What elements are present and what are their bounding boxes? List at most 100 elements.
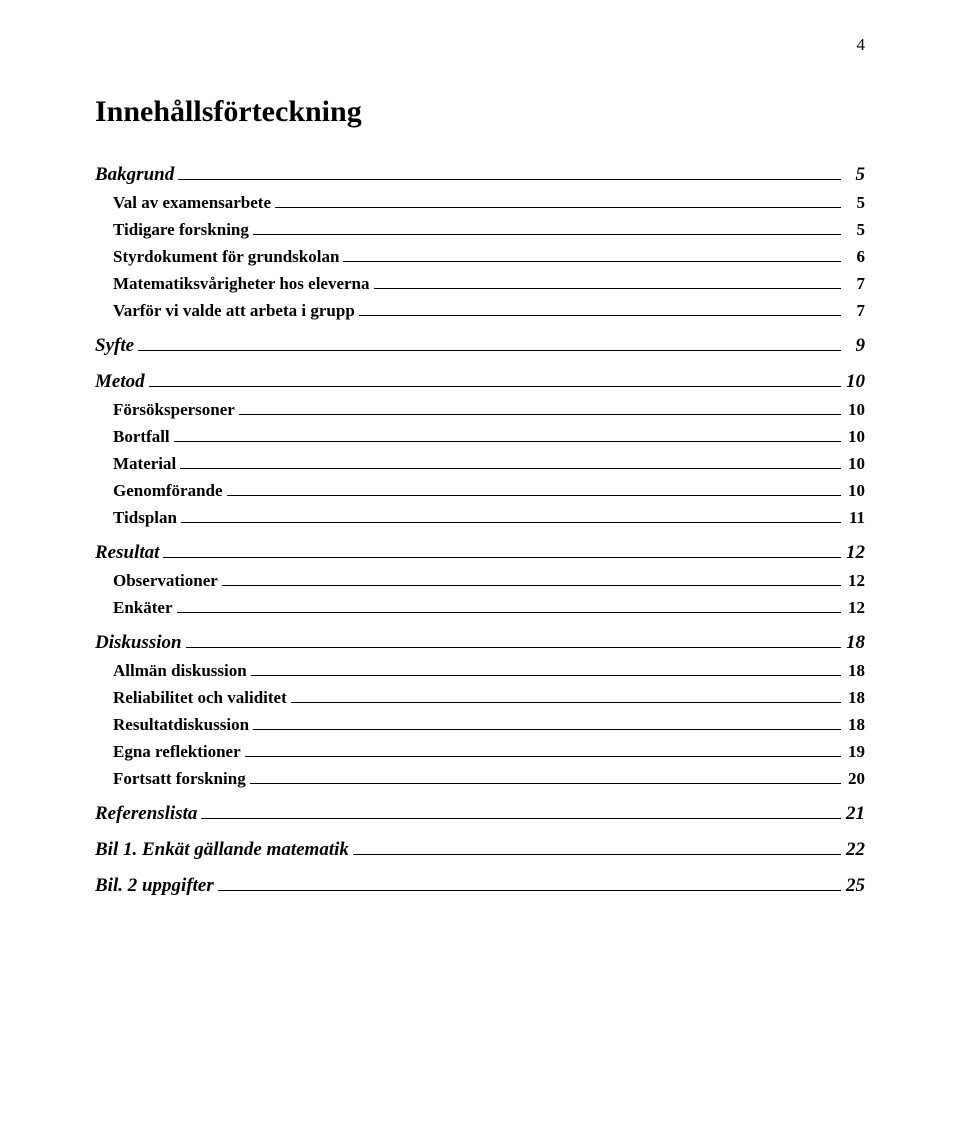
toc-leader-line	[186, 647, 841, 648]
toc-entry-page: 10	[845, 481, 865, 501]
toc-leader-line	[180, 468, 841, 469]
toc-leader-line	[245, 756, 841, 757]
toc-entry-label: Metod	[95, 371, 145, 393]
toc-entry-label: Enkäter	[113, 598, 173, 618]
toc-entry-page: 21	[845, 803, 865, 825]
toc-leader-line	[174, 441, 841, 442]
toc-entry-label: Fortsatt forskning	[113, 769, 246, 789]
toc-entry-page: 5	[845, 193, 865, 213]
toc-leader-line	[222, 585, 841, 586]
toc-entry: Försökspersoner 10	[113, 400, 865, 420]
toc-entry-page: 12	[845, 598, 865, 618]
toc-entry: Tidsplan 11	[113, 508, 865, 528]
table-of-contents: Bakgrund5Val av examensarbete5Tidigare f…	[95, 164, 865, 897]
toc-entry-label: Material	[113, 454, 176, 474]
toc-entry-page: 9	[845, 335, 865, 357]
toc-leader-line	[253, 234, 841, 235]
toc-entry-label: Varför vi valde att arbeta i grupp	[113, 301, 355, 321]
toc-entry: Tidigare forskning 5	[113, 220, 865, 240]
toc-entry-page: 10	[845, 454, 865, 474]
toc-entry-page: 19	[845, 742, 865, 762]
toc-entry: Val av examensarbete 5	[113, 193, 865, 213]
toc-entry-label: Styrdokument för grundskolan	[113, 247, 339, 267]
toc-leader-line	[178, 179, 841, 180]
toc-entry-label: Reliabilitet och validitet	[113, 688, 287, 708]
toc-entry-page: 6	[845, 247, 865, 267]
toc-entry: Fortsatt forskning 20	[113, 769, 865, 789]
toc-leader-line	[251, 675, 841, 676]
toc-entry-page: 11	[845, 508, 865, 528]
toc-entry: Bakgrund 5	[95, 164, 865, 186]
toc-entry: Bil. 2 uppgifter25	[95, 875, 865, 897]
toc-entry: Resultatdiskussion 18	[113, 715, 865, 735]
toc-entry-page: 18	[845, 661, 865, 681]
page-title: Innehållsförteckning	[95, 95, 865, 129]
toc-entry: Bil 1. Enkät gällande matematik 22	[95, 839, 865, 861]
toc-entry-page: 7	[845, 301, 865, 321]
toc-entry-page: 18	[845, 688, 865, 708]
toc-entry-page: 12	[845, 571, 865, 591]
toc-entry: Enkäter 12	[113, 598, 865, 618]
toc-entry-label: Matematiksvårigheter hos eleverna	[113, 274, 370, 294]
toc-leader-line	[201, 818, 841, 819]
toc-entry-label: Genomförande	[113, 481, 223, 501]
toc-entry-label: Diskussion	[95, 632, 182, 654]
toc-entry-label: Egna reflektioner	[113, 742, 241, 762]
toc-leader-line	[253, 729, 841, 730]
toc-entry-page: 10	[845, 371, 865, 393]
toc-entry: Metod 10	[95, 371, 865, 393]
toc-entry-label: Observationer	[113, 571, 218, 591]
toc-leader-line	[181, 522, 841, 523]
toc-entry-label: Referenslista	[95, 803, 197, 825]
toc-entry-page: 20	[845, 769, 865, 789]
toc-entry: Diskussion 18	[95, 632, 865, 654]
toc-entry-page: 18	[845, 715, 865, 735]
toc-entry: Genomförande 10	[113, 481, 865, 501]
toc-entry: Referenslista 21	[95, 803, 865, 825]
toc-entry-page: 18	[845, 632, 865, 654]
toc-leader-line	[227, 495, 841, 496]
toc-entry: Allmän diskussion 18	[113, 661, 865, 681]
toc-entry: Syfte9	[95, 335, 865, 357]
toc-leader-line	[250, 783, 841, 784]
toc-entry-page: 5	[845, 164, 865, 186]
toc-entry: Material 10	[113, 454, 865, 474]
toc-leader-line	[177, 612, 842, 613]
toc-leader-line	[353, 854, 841, 855]
toc-entry-label: Resultat	[95, 542, 159, 564]
toc-entry-label: Val av examensarbete	[113, 193, 271, 213]
toc-leader-line	[275, 207, 841, 208]
toc-entry: Varför vi valde att arbeta i grupp 7	[113, 301, 865, 321]
toc-entry: Resultat 12	[95, 542, 865, 564]
toc-leader-line	[374, 288, 841, 289]
toc-entry-page: 22	[845, 839, 865, 861]
toc-entry-label: Tidigare forskning	[113, 220, 249, 240]
toc-entry-page: 10	[845, 400, 865, 420]
toc-entry-page: 5	[845, 220, 865, 240]
toc-entry: Styrdokument för grundskolan 6	[113, 247, 865, 267]
toc-leader-line	[359, 315, 841, 316]
toc-entry-page: 7	[845, 274, 865, 294]
toc-entry-label: Bil 1. Enkät gällande matematik	[95, 839, 349, 861]
page-number: 4	[857, 35, 866, 55]
toc-entry: Reliabilitet och validitet 18	[113, 688, 865, 708]
toc-leader-line	[218, 890, 841, 891]
toc-leader-line	[343, 261, 841, 262]
toc-entry: Observationer 12	[113, 571, 865, 591]
toc-entry-label: Allmän diskussion	[113, 661, 247, 681]
toc-entry-label: Resultatdiskussion	[113, 715, 249, 735]
toc-entry-page: 12	[845, 542, 865, 564]
toc-entry: Egna reflektioner 19	[113, 742, 865, 762]
toc-entry-label: Försökspersoner	[113, 400, 235, 420]
toc-leader-line	[239, 414, 841, 415]
toc-leader-line	[163, 557, 841, 558]
toc-entry-page: 10	[845, 427, 865, 447]
toc-entry-label: Bil. 2 uppgifter	[95, 875, 214, 897]
toc-entry: Matematiksvårigheter hos eleverna 7	[113, 274, 865, 294]
toc-entry-label: Bakgrund	[95, 164, 174, 186]
document-page: 4 Innehållsförteckning Bakgrund5Val av e…	[0, 0, 960, 1142]
toc-entry-label: Bortfall	[113, 427, 170, 447]
toc-leader-line	[149, 386, 841, 387]
toc-leader-line	[291, 702, 841, 703]
toc-entry-label: Tidsplan	[113, 508, 177, 528]
